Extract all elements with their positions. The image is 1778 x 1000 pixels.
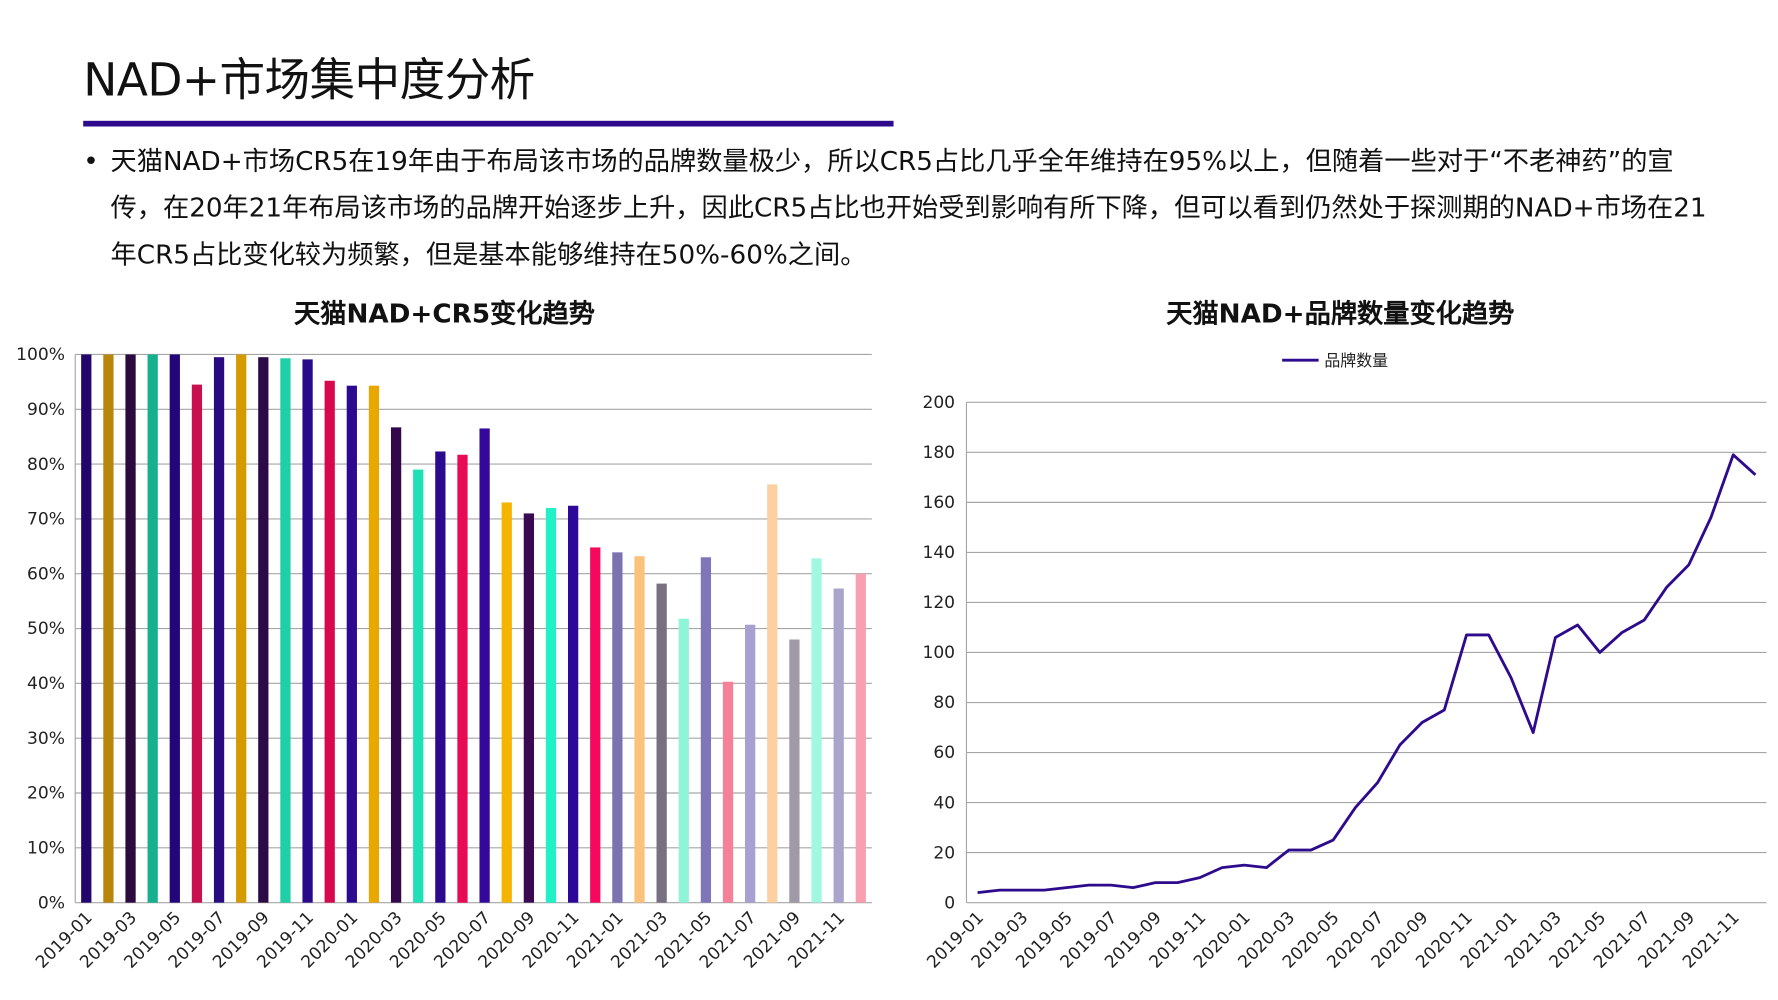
line-chart-y-tick-label: 60 — [933, 743, 955, 763]
bar-2020-03 — [390, 427, 402, 903]
bar-2020-07 — [479, 428, 490, 903]
bar-chart-y-tick-label: 30% — [27, 729, 65, 749]
bar-chart-title: 天猫NAD+CR5变化趋势 — [294, 299, 595, 330]
bar-2020-12 — [590, 547, 601, 903]
bar-2019-08 — [236, 354, 247, 903]
line-series-brand-count — [977, 453, 1757, 895]
bar-2021-02 — [634, 556, 645, 903]
line-chart-y-tick-label: 40 — [933, 793, 955, 813]
analysis-paragraph: • 天猫NAD+市场CR5在19年由于布局该市场的品牌数量极少，所以CR5占比几… — [83, 139, 1724, 279]
bar-2020-10 — [545, 507, 557, 903]
bar-2021-01 — [612, 552, 623, 903]
paragraph-text: 天猫NAD+市场CR5在19年由于布局该市场的品牌数量极少，所以CR5占比几乎全… — [110, 147, 1707, 271]
bar-2021-04 — [678, 618, 689, 903]
bar-2019-10 — [280, 358, 291, 903]
bar-2021-03 — [656, 583, 667, 903]
line-chart-y-tick-label: 160 — [922, 493, 955, 513]
bar-2020-02 — [368, 385, 380, 903]
bar-2020-06 — [457, 454, 468, 903]
bar-chart-y-tick-label: 60% — [27, 564, 65, 584]
line-chart-y-tick-label: 80 — [933, 693, 955, 713]
bar-2020-11 — [567, 505, 579, 903]
bar-chart-y-tick-label: 0% — [38, 893, 65, 913]
bar-2020-08 — [501, 502, 512, 903]
line-chart-y-tick-label: 120 — [922, 593, 955, 613]
bar-2019-01 — [81, 354, 92, 903]
bar-2021-05 — [700, 557, 712, 903]
bar-chart-y-tick-label: 80% — [27, 455, 65, 475]
bar-2019-06 — [191, 384, 203, 903]
bar-2019-05 — [169, 354, 180, 903]
bar-chart-y-tick-label: 20% — [27, 784, 65, 804]
bar-2021-07 — [745, 624, 756, 903]
bar-2020-01 — [346, 385, 357, 903]
title-underline — [83, 120, 894, 127]
line-chart-title: 天猫NAD+品牌数量变化趋势 — [1166, 299, 1515, 330]
bar-chart-y-tick-label: 50% — [27, 619, 65, 639]
bar-2020-04 — [413, 469, 424, 903]
bar-2019-07 — [213, 357, 225, 903]
line-chart-y-tick-label: 140 — [922, 543, 955, 563]
bar-2021-11 — [833, 588, 844, 903]
bar-2019-12 — [324, 380, 335, 903]
bar-2019-11 — [302, 359, 313, 903]
bar-chart-y-tick-label: 40% — [27, 674, 65, 694]
line-chart-y-tick-label: 200 — [922, 393, 955, 413]
bar-2019-02 — [103, 354, 114, 903]
bar-chart-y-tick-label: 10% — [27, 839, 65, 859]
line-chart-y-tick-label: 180 — [922, 443, 955, 463]
bar-chart-y-tick-label: 70% — [27, 510, 65, 530]
bar-2021-09 — [789, 639, 800, 903]
bar-2020-05 — [435, 451, 446, 903]
line-chart-y-tick-label: 100 — [922, 643, 955, 663]
bar-2020-09 — [523, 513, 534, 903]
bar-2019-09 — [258, 357, 269, 903]
bar-chart-y-tick-label: 100% — [16, 345, 65, 365]
bar-2021-06 — [722, 681, 734, 903]
bar-2021-12 — [855, 573, 866, 903]
page-title: NAD+市场集中度分析 — [83, 54, 535, 108]
bar-2019-04 — [147, 354, 158, 903]
bar-chart-y-tick-label: 90% — [27, 400, 65, 420]
line-chart-y-tick-label: 0 — [944, 893, 955, 913]
line-chart-y-tick-label: 20 — [933, 843, 955, 863]
bullet: • — [83, 147, 99, 177]
bar-2021-10 — [811, 558, 822, 903]
legend-label: 品牌数量 — [1324, 351, 1388, 370]
bar-2021-08 — [767, 484, 778, 903]
bar-2019-03 — [125, 354, 136, 903]
